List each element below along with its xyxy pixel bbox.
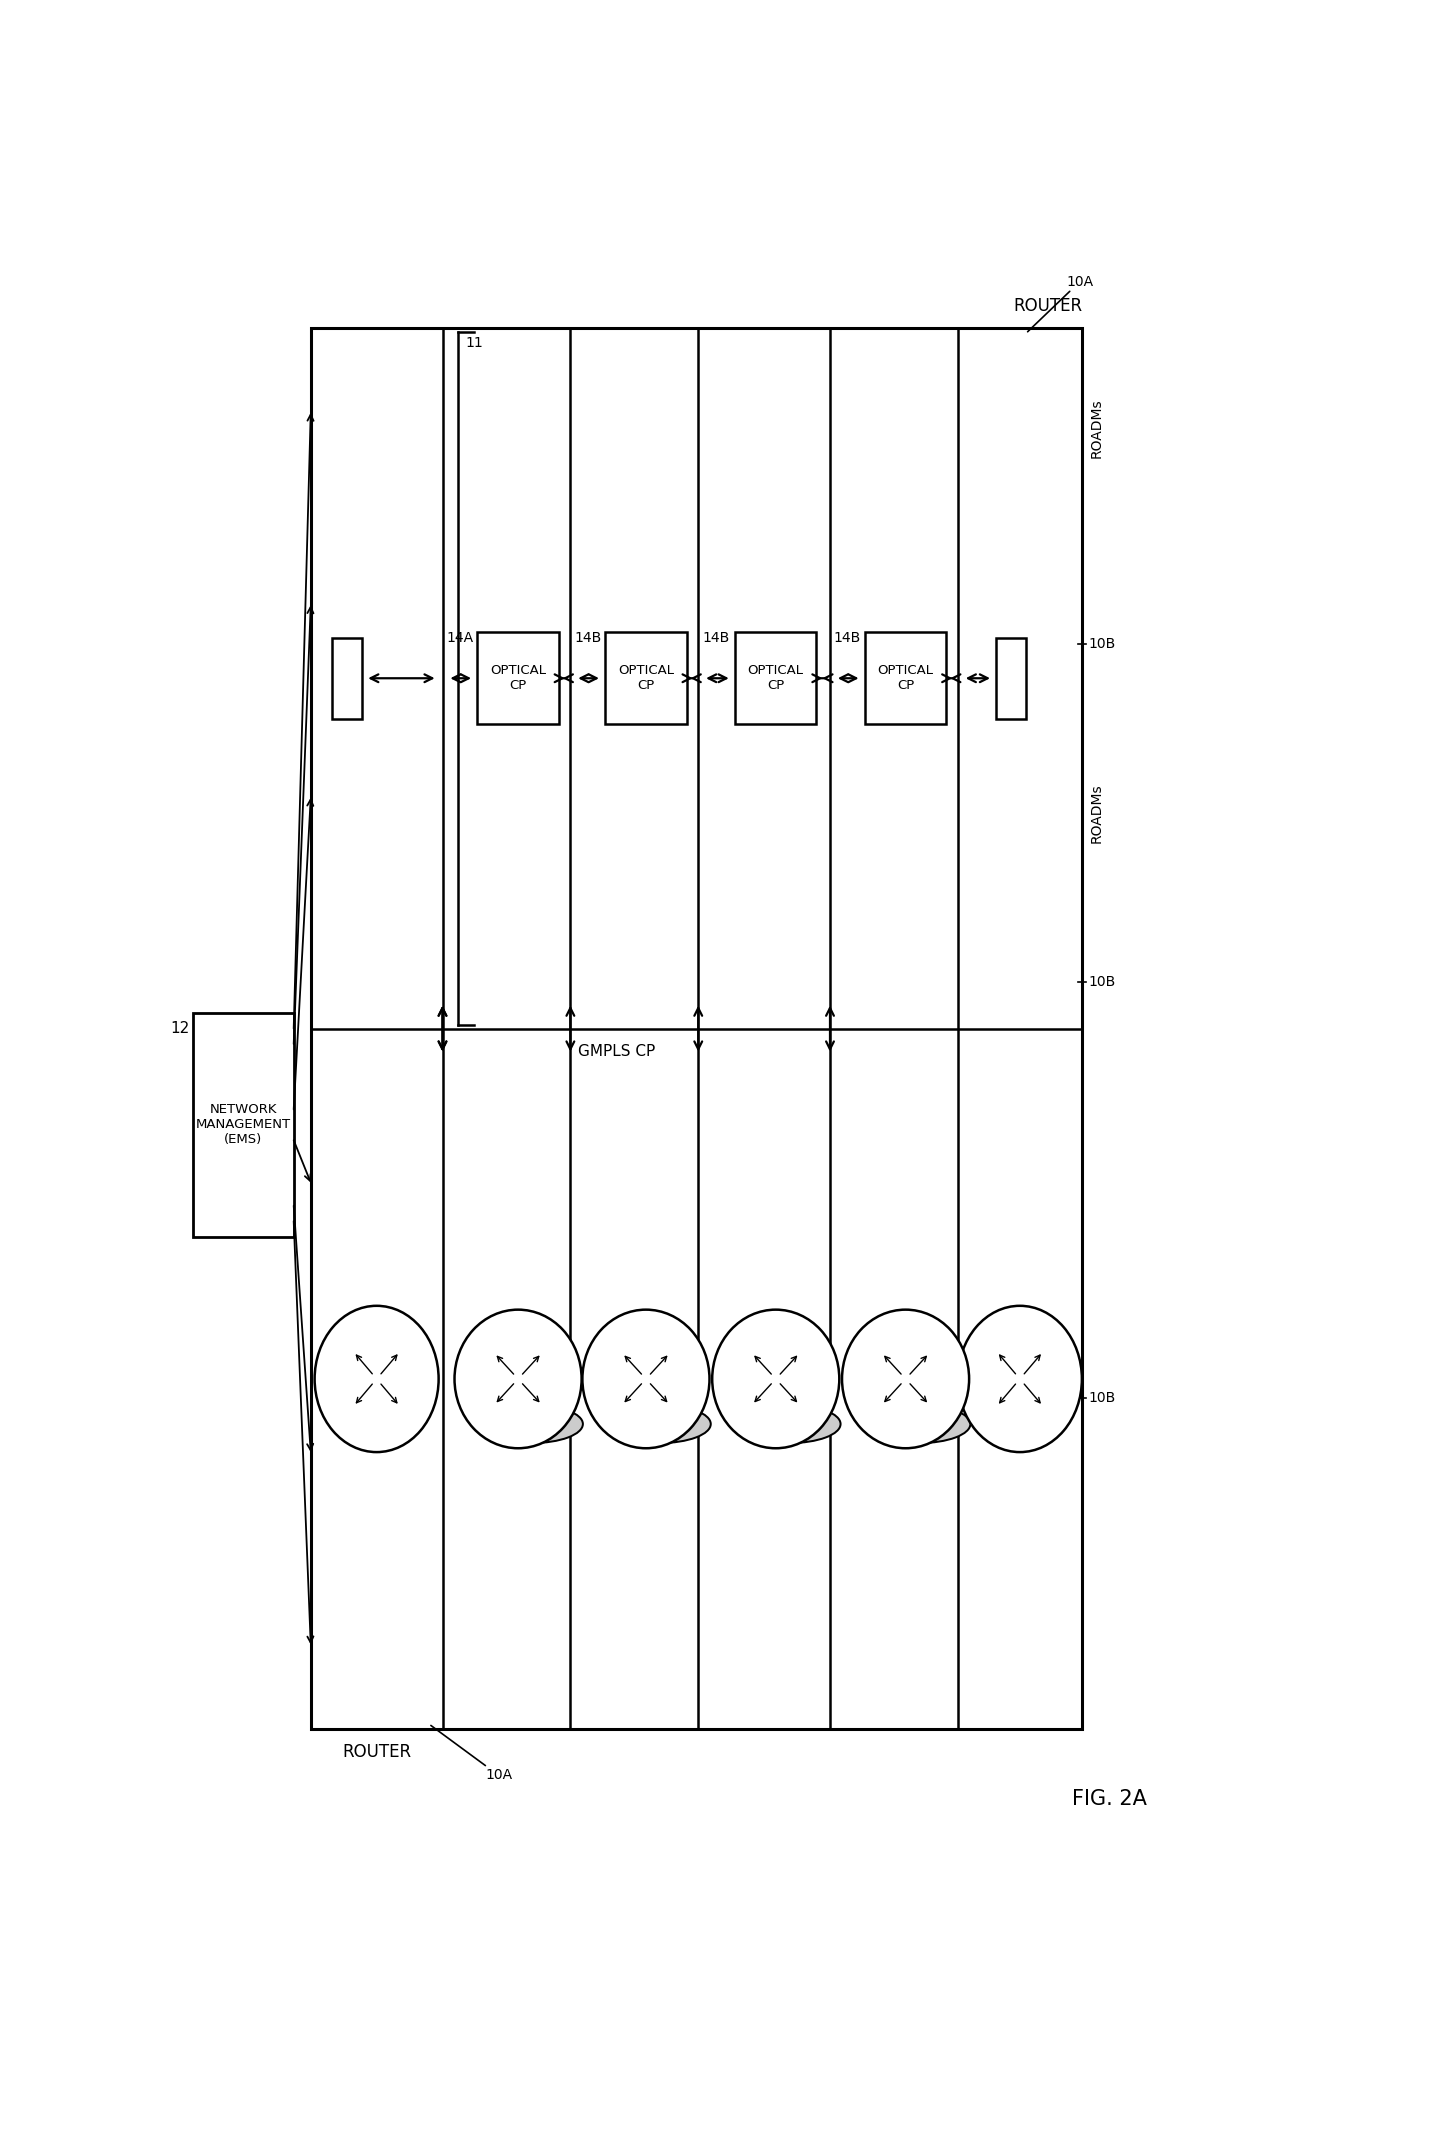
- Bar: [997, 638, 1025, 718]
- Text: ROADMs: ROADMs: [1090, 782, 1104, 843]
- Ellipse shape: [842, 1310, 969, 1448]
- Bar: [477, 631, 558, 724]
- Text: 10B: 10B: [1088, 976, 1116, 989]
- Text: 14B: 14B: [833, 631, 861, 644]
- Text: ROADMs: ROADMs: [1090, 399, 1104, 457]
- Ellipse shape: [609, 1405, 710, 1444]
- Text: OPTICAL
CP: OPTICAL CP: [490, 664, 546, 692]
- Text: FIG. 2A: FIG. 2A: [1071, 1789, 1147, 1808]
- Text: 14B: 14B: [574, 631, 601, 644]
- Ellipse shape: [481, 1405, 583, 1444]
- Text: 10B: 10B: [1088, 636, 1116, 651]
- Text: 10A: 10A: [1028, 274, 1094, 332]
- Bar: [311, 328, 1081, 1728]
- Ellipse shape: [712, 1310, 839, 1448]
- Bar: [193, 1013, 294, 1237]
- Text: 11: 11: [465, 336, 484, 351]
- Text: OPTICAL
CP: OPTICAL CP: [748, 664, 803, 692]
- Text: ROUTER: ROUTER: [342, 1743, 411, 1761]
- Ellipse shape: [315, 1306, 438, 1452]
- Text: 14B: 14B: [702, 631, 729, 644]
- Ellipse shape: [739, 1405, 841, 1444]
- Text: 10B: 10B: [1088, 1392, 1116, 1405]
- Ellipse shape: [869, 1405, 971, 1444]
- Bar: [735, 631, 816, 724]
- Text: ROUTER: ROUTER: [1012, 297, 1083, 315]
- Text: NETWORK
MANAGEMENT
(EMS): NETWORK MANAGEMENT (EMS): [196, 1103, 291, 1146]
- Ellipse shape: [583, 1310, 709, 1448]
- Text: OPTICAL
CP: OPTICAL CP: [619, 664, 674, 692]
- Text: 12: 12: [170, 1021, 189, 1037]
- Bar: [606, 631, 686, 724]
- Text: 10A: 10A: [431, 1726, 513, 1782]
- Text: OPTICAL
CP: OPTICAL CP: [878, 664, 934, 692]
- Text: GMPLS CP: GMPLS CP: [579, 1045, 656, 1060]
- Bar: [332, 638, 362, 718]
- Ellipse shape: [454, 1310, 581, 1448]
- Bar: [865, 631, 947, 724]
- Text: 14A: 14A: [447, 631, 474, 644]
- Ellipse shape: [958, 1306, 1081, 1452]
